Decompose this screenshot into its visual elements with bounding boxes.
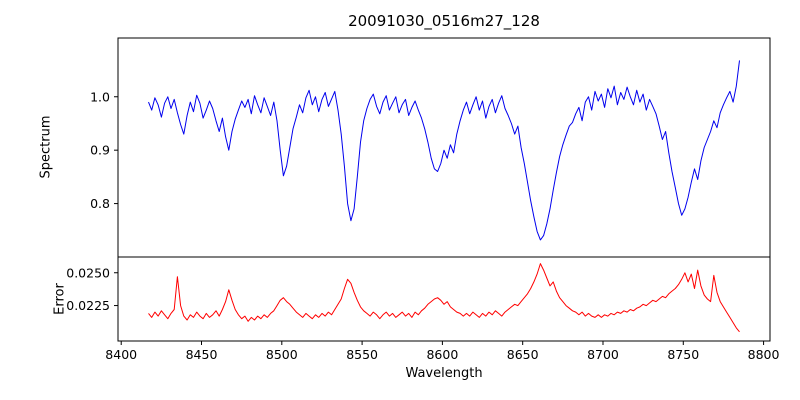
error-y-tick-label: 0.0250 — [66, 265, 110, 280]
error-line — [148, 263, 740, 333]
x-tick-label: 8750 — [667, 347, 699, 362]
x-tick-label: 8500 — [266, 347, 298, 362]
spectrum-y-tick-label: 1.0 — [90, 89, 110, 104]
x-axis-label: Wavelength — [405, 366, 483, 381]
x-tick-label: 8800 — [748, 347, 780, 362]
spectrum-y-tick-label: 0.9 — [90, 143, 110, 158]
spectrum-y-tick-label: 0.8 — [90, 196, 110, 211]
x-tick-label: 8550 — [346, 347, 378, 362]
error-y-tick-label: 0.0225 — [66, 298, 110, 313]
x-tick-label: 8700 — [587, 347, 619, 362]
x-tick-label: 8450 — [186, 347, 218, 362]
spectrum-line — [148, 60, 740, 241]
x-tick-label: 8400 — [105, 347, 137, 362]
spectrum-panel-frame — [117, 37, 771, 258]
figure-title: 20091030_0516m27_128 — [348, 12, 540, 30]
error-panel-frame — [117, 256, 771, 342]
x-tick-label: 8650 — [507, 347, 539, 362]
x-tick-label: 8600 — [426, 347, 458, 362]
